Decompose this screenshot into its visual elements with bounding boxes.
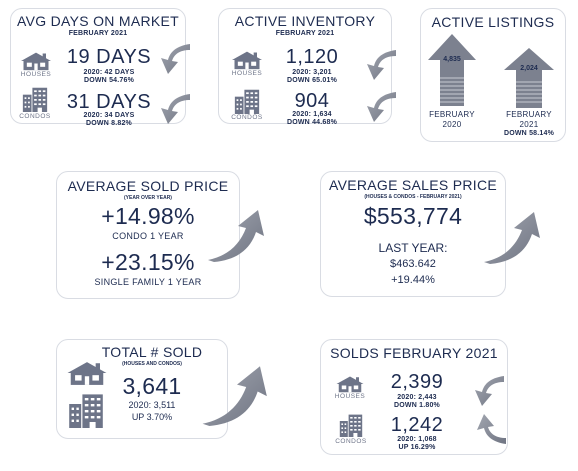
condo-price-label: CONDO 1 YEAR	[112, 231, 184, 241]
sales-price-change: +19.44%	[391, 274, 435, 286]
avg-sold-price-card	[56, 171, 240, 299]
condos-label: CONDOS	[19, 113, 51, 120]
solds-houses-change: DOWN 1.80%	[394, 402, 440, 409]
solds-houses-compare: 2020: 2,443	[397, 394, 437, 401]
solds-condos-compare: 2020: 1,068	[397, 436, 437, 443]
down-arrow-icon	[475, 376, 504, 406]
inventory-houses-value: 1,120	[285, 46, 339, 68]
up-arrow-icon	[484, 212, 540, 264]
active-listings-title: ACTIVE LISTINGS	[431, 14, 555, 30]
condo-price-change: +14.98%	[101, 203, 195, 229]
total-sold-change: UP 3.70%	[131, 412, 173, 422]
up-arrow-icon	[208, 210, 264, 262]
houses-label: HOUSES	[20, 71, 52, 78]
up-arrow-icon	[202, 366, 267, 426]
avg-days-houses-change: DOWN 54.76%	[83, 77, 135, 84]
total-sold-subtitle: (HOUSES AND CONDOS)	[122, 361, 182, 367]
condo-building-icon	[234, 88, 260, 114]
listings-2021-change: DOWN 58.14%	[503, 130, 555, 137]
total-sold-title: TOTAL # SOLD	[101, 344, 203, 360]
house-icon	[18, 51, 54, 71]
solds-condos-value: 1,242	[390, 414, 444, 436]
inventory-condos-value: 904	[294, 90, 330, 112]
avg-days-condos-change: DOWN 8.82%	[86, 120, 132, 127]
solds-condos-change: UP 16.29%	[398, 444, 436, 451]
inventory-condos-change: DOWN 44.68%	[286, 119, 338, 126]
active-inventory-subtitle: FEBRUARY 2021	[275, 30, 335, 37]
down-arrow-icon	[367, 50, 396, 80]
solds-feb-title: SOLDS FEBRUARY 2021	[330, 345, 498, 361]
houses-label: HOUSES	[231, 70, 263, 77]
active-inventory-title: ACTIVE INVENTORY	[234, 13, 376, 29]
total-sold-compare: 2020: 3,511	[128, 400, 176, 410]
down-arrow-icon	[367, 92, 396, 122]
listings-2021-year: 2021	[519, 120, 539, 129]
last-year-label: LAST YEAR:	[378, 241, 448, 255]
house-icon	[229, 50, 265, 70]
avg-days-condos-compare: 2020: 34 DAYS	[83, 112, 135, 119]
solds-houses-value: 2,399	[390, 371, 444, 393]
avg-sold-price-title: AVERAGE SOLD PRICE	[67, 178, 229, 194]
avg-sales-price-title: AVERAGE SALES PRICE	[328, 177, 498, 193]
inventory-houses-compare: 2020: 3,201	[292, 69, 332, 76]
listings-2020-label: FEBRUARY	[429, 110, 475, 119]
inventory-condos-compare: 2020: 1,634	[292, 111, 332, 118]
avg-days-subtitle: FEBRUARY 2021	[68, 30, 128, 37]
condos-label: CONDOS	[231, 114, 263, 121]
total-sold-value: 3,641	[122, 373, 182, 399]
avg-days-houses-value: 19 DAYS	[66, 46, 152, 68]
single-family-price-change: +23.15%	[101, 249, 195, 275]
condo-building-icon	[68, 392, 104, 428]
condo-building-icon	[22, 86, 48, 112]
avg-days-title: AVG DAYS ON MARKET	[16, 13, 180, 29]
condo-building-icon	[339, 413, 363, 437]
avg-days-houses-compare: 2020: 42 DAYS	[83, 69, 135, 76]
up-arrow-bar-2020	[428, 34, 476, 106]
avg-sales-price-card	[320, 171, 506, 297]
listings-2020-year: 2020	[442, 120, 462, 129]
single-family-price-label: SINGLE FAMILY 1 YEAR	[94, 277, 202, 287]
avg-days-condos-value: 31 DAYS	[66, 91, 152, 113]
listings-2021-label: FEBRUARY	[506, 110, 552, 119]
last-year-value: $463.642	[390, 258, 436, 270]
avg-sales-price-value: $553,774	[363, 203, 463, 229]
up-arrow-icon	[477, 414, 506, 444]
houses-label: HOUSES	[334, 393, 366, 400]
listings-2021-value: 2,024	[520, 65, 538, 72]
down-arrow-icon	[161, 44, 190, 74]
condos-label: CONDOS	[335, 438, 367, 445]
down-arrow-icon	[161, 94, 190, 124]
up-arrow-bar-2021	[504, 48, 554, 108]
listings-2020-value: 4,835	[443, 56, 461, 63]
avg-sales-price-subtitle: (HOUSES & CONDOS - FEBRUARY 2021)	[364, 194, 462, 200]
avg-sold-price-subtitle: (YEAR OVER YEAR)	[124, 195, 172, 201]
house-icon	[334, 375, 366, 393]
inventory-houses-change: DOWN 65.01%	[286, 77, 338, 84]
